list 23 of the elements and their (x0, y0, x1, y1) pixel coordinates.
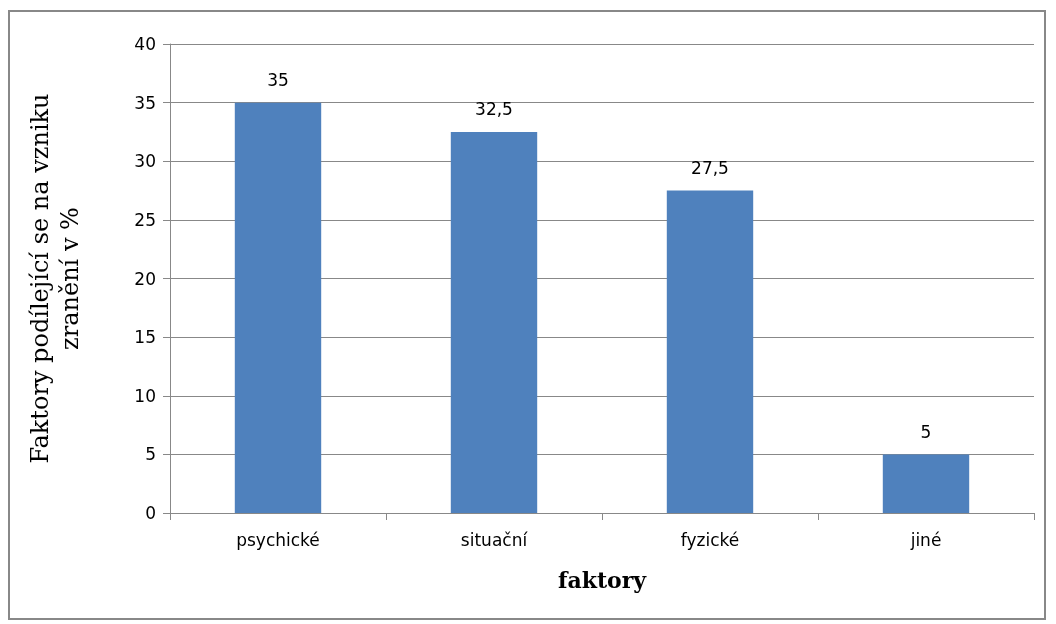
y-tick-label: 15 (134, 327, 156, 348)
data-label: 32,5 (475, 99, 513, 120)
y-tick-label: 35 (134, 92, 156, 113)
y-tick-label: 25 (134, 209, 156, 230)
x-tick-label: situační (460, 529, 529, 550)
y-tick-label: 10 (134, 385, 156, 406)
bar (234, 102, 322, 513)
y-axis-title: Faktory podílející se na vzniku zranění v % (26, 93, 84, 464)
y-tick-label: 20 (134, 268, 156, 289)
data-label: 27,5 (691, 158, 729, 179)
data-label: 35 (267, 70, 289, 91)
x-tick-label: fyzické (680, 529, 740, 550)
bar (882, 454, 970, 513)
x-tick-label: psychické (236, 529, 320, 550)
x-tick-label: jiné (909, 529, 942, 550)
bar (666, 190, 754, 513)
y-tick-label: 0 (145, 503, 156, 523)
bar (450, 131, 538, 513)
y-tick-label: 40 (134, 34, 156, 54)
y-tick-label: 30 (134, 151, 156, 172)
y-tick-label: 5 (145, 444, 156, 465)
x-axis-title: faktory (557, 567, 648, 593)
data-label: 5 (920, 421, 932, 442)
